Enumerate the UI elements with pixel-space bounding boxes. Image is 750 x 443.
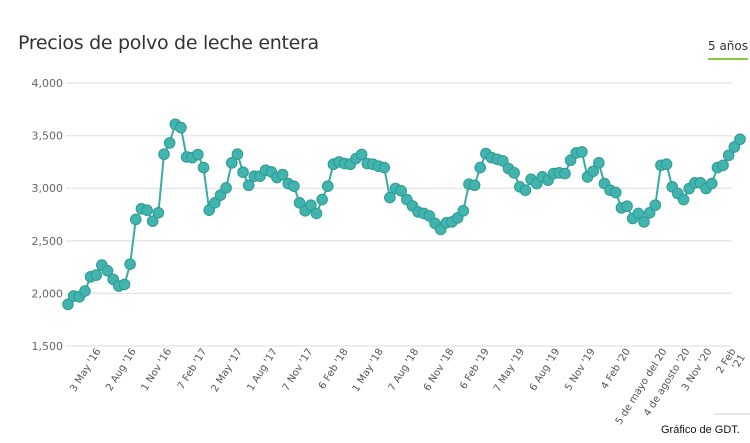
data-point xyxy=(621,200,633,212)
x-tick-label: 1 Nov '16 xyxy=(140,347,175,393)
data-point xyxy=(660,158,673,171)
data-point xyxy=(124,258,136,270)
x-tick-label: 6 Feb '18 xyxy=(317,347,351,392)
y-tick-label: 3,000 xyxy=(32,182,64,195)
data-point xyxy=(728,141,741,153)
data-point xyxy=(90,269,103,281)
data-point xyxy=(146,215,159,227)
data-point xyxy=(231,148,244,161)
data-point xyxy=(293,197,306,209)
x-tick-label: 6 Aug '19 xyxy=(528,347,563,393)
data-point xyxy=(79,285,91,297)
x-tick-label: 2 Aug '16 xyxy=(104,347,139,393)
y-tick-label: 3,500 xyxy=(32,130,64,143)
data-point xyxy=(587,165,599,178)
data-point xyxy=(643,207,656,219)
data-point xyxy=(101,264,114,277)
data-point xyxy=(705,177,718,190)
data-point xyxy=(677,193,690,206)
data-point xyxy=(288,180,300,193)
data-point xyxy=(559,167,571,180)
data-point xyxy=(141,204,153,216)
y-tick-label: 1,500 xyxy=(32,340,64,353)
data-point xyxy=(519,184,532,196)
data-point xyxy=(638,216,650,228)
chart-title: Precios de polvo de leche entera xyxy=(18,32,319,54)
data-point xyxy=(649,199,662,211)
data-point xyxy=(722,149,735,162)
x-tick-label: 4 Feb '20 xyxy=(599,347,633,392)
data-point xyxy=(355,148,368,161)
x-tick-label: 6 Feb '19 xyxy=(458,347,492,392)
x-tick-label: 6 Nov '18 xyxy=(422,347,457,393)
data-point xyxy=(305,199,317,211)
data-point xyxy=(118,278,131,291)
chart-credit: Gráfico de GDT. xyxy=(661,424,740,436)
x-tick-label: 7 May '19 xyxy=(492,347,527,394)
data-point xyxy=(316,193,328,206)
data-point xyxy=(62,298,74,311)
x-tick-label: 7 Aug '18 xyxy=(387,347,422,393)
data-point xyxy=(242,179,255,192)
x-tick-label: 3 May '16 xyxy=(68,347,103,394)
x-tick-label: 1 May '18 xyxy=(351,347,386,394)
data-point xyxy=(384,191,396,204)
data-point xyxy=(163,137,176,149)
data-point xyxy=(508,167,520,179)
data-point xyxy=(576,146,588,158)
data-point xyxy=(321,180,334,193)
data-point xyxy=(237,166,249,179)
x-tick-label: 2 Feb'21 xyxy=(715,347,748,382)
data-point xyxy=(593,157,605,169)
data-point xyxy=(192,148,204,161)
x-tick-label: 7 Nov '17 xyxy=(281,347,316,393)
y-tick-label: 4,000 xyxy=(32,77,64,90)
data-point xyxy=(632,207,645,220)
data-point xyxy=(395,185,407,197)
x-tick-label: 1 Aug '17 xyxy=(245,347,280,393)
data-point xyxy=(197,161,210,174)
data-point xyxy=(609,186,622,199)
data-point xyxy=(129,213,142,226)
data-point xyxy=(378,161,391,174)
data-point xyxy=(152,207,165,219)
data-point xyxy=(468,179,481,192)
x-tick-label: 2 May '17 xyxy=(210,347,245,394)
y-tick-label: 2,500 xyxy=(32,235,64,248)
data-point xyxy=(457,205,470,217)
x-tick-label: 5 Nov '19 xyxy=(563,347,598,393)
data-point xyxy=(175,121,187,134)
data-point xyxy=(225,157,238,169)
data-point xyxy=(474,161,487,174)
range-5-years-tab[interactable]: 5 años xyxy=(708,39,749,60)
data-point xyxy=(220,182,232,194)
data-point xyxy=(734,133,746,146)
data-point xyxy=(276,168,289,181)
data-point xyxy=(310,207,323,220)
data-point xyxy=(717,159,729,172)
y-tick-label: 2,000 xyxy=(32,287,64,300)
data-point xyxy=(158,148,170,161)
data-point xyxy=(209,197,221,209)
x-tick-label: 7 Feb '17 xyxy=(176,347,210,392)
